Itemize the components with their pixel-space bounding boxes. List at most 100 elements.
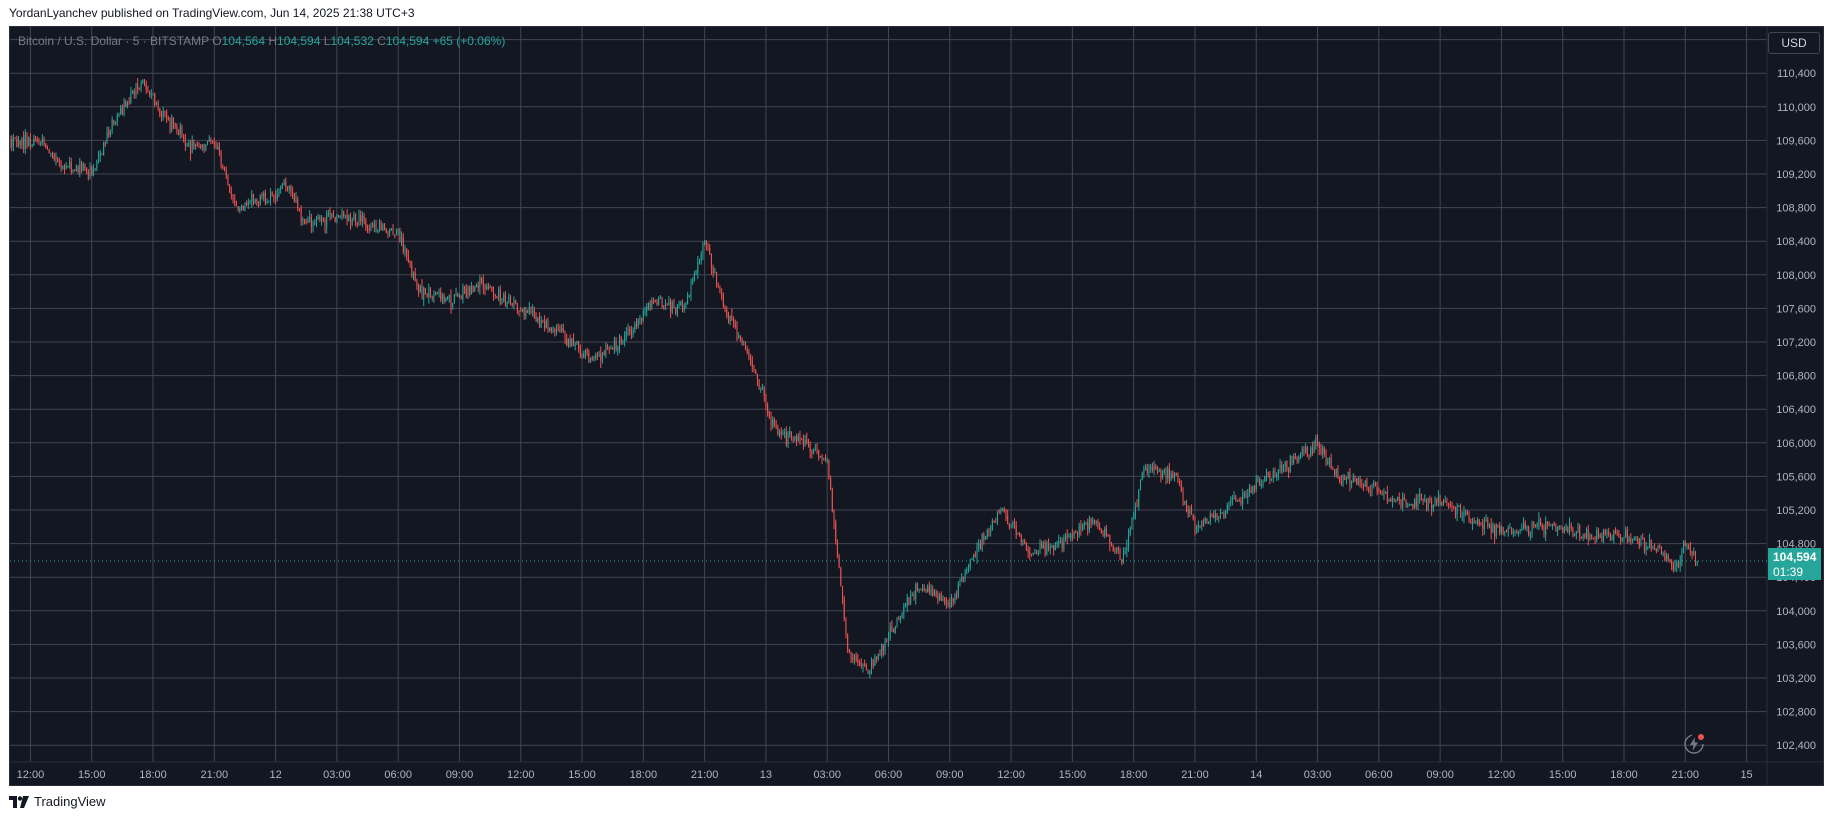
candle-body <box>292 191 294 193</box>
candle-body <box>1122 554 1124 563</box>
tradingview-branding[interactable]: TradingView <box>9 794 106 809</box>
candle-body <box>1286 461 1288 470</box>
candle-body <box>244 203 246 210</box>
candle-body <box>605 345 607 356</box>
candle-body <box>46 147 48 150</box>
candle-body <box>1044 544 1046 555</box>
candle-body <box>693 273 695 280</box>
candle-body <box>1495 524 1497 537</box>
candle-body <box>36 140 38 142</box>
candle-body <box>35 139 37 141</box>
candle-body <box>145 84 147 90</box>
candle-body <box>503 294 505 301</box>
candle-body <box>1511 527 1513 534</box>
candle-body <box>925 589 927 593</box>
candle-body <box>208 139 210 142</box>
candle-body <box>406 248 408 257</box>
candle-body <box>1117 548 1119 551</box>
candle-body <box>550 327 552 332</box>
candle-body <box>113 120 115 124</box>
candle-body <box>1245 492 1247 498</box>
candle-body <box>559 328 561 332</box>
candle-body <box>26 134 28 147</box>
candle-body <box>55 159 57 161</box>
candle-body <box>1264 476 1266 482</box>
candle-body <box>1645 547 1647 551</box>
candle-body <box>523 308 525 316</box>
candle-body <box>336 215 338 222</box>
candle-body <box>458 295 460 297</box>
candle-body <box>1461 515 1463 517</box>
candle-body <box>239 207 241 211</box>
candle-body <box>1383 493 1385 496</box>
candle-body <box>857 659 859 663</box>
candle-body <box>826 460 828 462</box>
candle-body <box>1179 480 1181 485</box>
candle-body <box>487 286 489 289</box>
candle-body <box>760 389 762 391</box>
candle-body <box>879 654 881 656</box>
candle-body <box>758 379 760 390</box>
candle-body <box>1310 448 1312 457</box>
candle-body <box>811 451 813 454</box>
candle-body <box>1219 513 1222 517</box>
candle-body <box>840 567 842 587</box>
candle-body <box>1070 535 1072 537</box>
chart-panel[interactable]: 110,800110,400110,000109,600109,200108,8… <box>9 26 1824 786</box>
candle-body <box>1592 537 1594 539</box>
candle-body <box>242 206 244 210</box>
x-tick-label: 09:00 <box>1426 769 1454 781</box>
candle-body <box>1444 501 1446 503</box>
candle-body <box>1580 537 1582 539</box>
candle-body <box>668 300 670 305</box>
candle-body <box>213 143 215 145</box>
lightning-icon[interactable] <box>1682 732 1706 756</box>
candle-body <box>1436 499 1438 503</box>
candle-body <box>1655 548 1657 551</box>
candle-body <box>1141 472 1143 480</box>
candle-body <box>452 302 454 307</box>
candle-body <box>1466 511 1468 515</box>
candle-body <box>1679 559 1681 567</box>
y-tick-label: 104,000 <box>1776 606 1816 618</box>
candle-body <box>772 418 774 427</box>
candle-body <box>1291 456 1293 463</box>
candle-body <box>1669 559 1671 562</box>
candle-body <box>1534 525 1536 527</box>
x-tick-label: 13 <box>760 769 772 781</box>
candle-body <box>1691 551 1693 554</box>
candle-body <box>860 662 862 666</box>
candle-body <box>618 337 621 347</box>
candle-body <box>392 229 394 235</box>
candle-body <box>162 110 164 117</box>
candle-body <box>1684 542 1686 547</box>
candle-body <box>1265 471 1267 477</box>
candle-body <box>671 301 673 312</box>
candle-body <box>824 458 827 462</box>
candle-body <box>768 411 770 417</box>
candle-body <box>511 303 513 306</box>
candle-body <box>1160 470 1162 478</box>
candle-body <box>1185 501 1187 509</box>
candle-body <box>241 206 243 208</box>
candle-body <box>593 357 595 360</box>
candle-body <box>787 435 789 445</box>
candle-body <box>986 530 988 538</box>
candle-body <box>31 144 33 146</box>
candle-body <box>126 101 128 108</box>
candle-body <box>681 301 684 310</box>
candle-body <box>1237 500 1239 502</box>
candle-body <box>358 215 360 225</box>
candle-body <box>1250 488 1252 493</box>
candle-body <box>205 144 207 151</box>
author-name: YordanLyanchev <box>9 6 98 20</box>
candle-body <box>872 659 874 666</box>
currency-selector[interactable]: USD <box>1768 32 1820 54</box>
candle-body <box>807 442 809 445</box>
candle-body <box>1601 535 1603 541</box>
price-chart[interactable]: 110,800110,400110,000109,600109,200108,8… <box>10 27 1823 785</box>
candle-body <box>276 194 278 199</box>
candle-body <box>365 221 367 229</box>
candle-body <box>1516 532 1518 534</box>
candle-body <box>789 431 791 436</box>
